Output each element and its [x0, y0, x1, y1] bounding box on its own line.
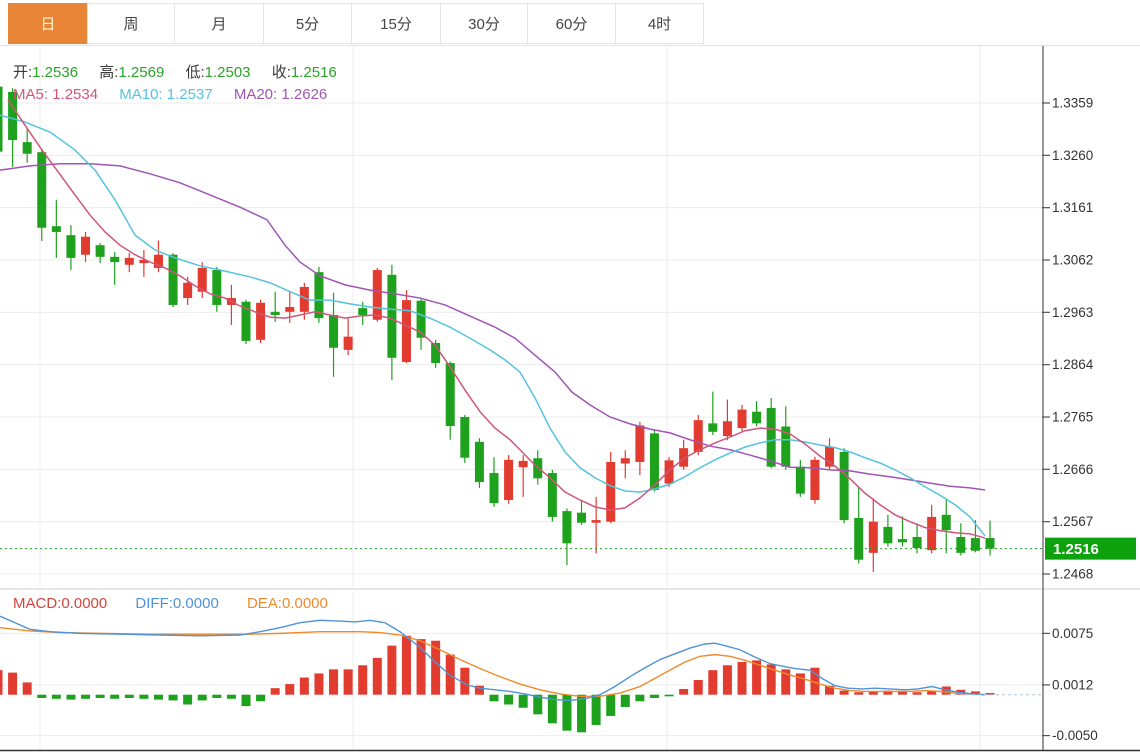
- axis-tick-label: 1.2567: [1052, 514, 1093, 529]
- diff-value-group: DIFF:0.0000: [135, 595, 219, 612]
- axis-tick-label: 1.3062: [1052, 253, 1093, 268]
- axis-tick-label: -0.0050: [1052, 728, 1098, 743]
- ma-legend: MA5: 1.2534 MA10: 1.2537 MA20: 1.2626: [13, 86, 344, 103]
- close-value: 1.2516: [290, 64, 337, 81]
- macd-value: 0.0000: [61, 595, 108, 612]
- axis-tick-label: 1.3260: [1052, 148, 1093, 163]
- open-group: 开:1.2536: [13, 64, 78, 81]
- current-price-badge-value: 1.2516: [1053, 541, 1099, 558]
- ma5-value: 1.2534: [52, 86, 99, 103]
- ma10-legend: MA10: 1.2537: [119, 86, 213, 103]
- axis-tick-label: 1.2765: [1052, 410, 1093, 425]
- macd-value-group: MACD:0.0000: [13, 595, 108, 612]
- low-value: 1.2503: [204, 64, 251, 81]
- high-value: 1.2569: [118, 64, 165, 81]
- tab-week[interactable]: 周: [87, 3, 175, 44]
- ma20-legend: MA20: 1.2626: [233, 86, 328, 103]
- high-label: 高:: [99, 64, 119, 81]
- ma5-line: [7, 99, 986, 539]
- close-label: 收:: [271, 64, 291, 81]
- timeframe-tabs: 日 周 月 5分 15分 30分 60分 4时: [0, 0, 1140, 46]
- axis-tick-label: 1.2864: [1052, 357, 1094, 372]
- axis-tick-label: 0.0012: [1052, 677, 1093, 692]
- axis-tick-label: 1.2666: [1052, 462, 1093, 477]
- ma20-line: [0, 163, 986, 491]
- diff-value: 0.0000: [172, 595, 219, 612]
- ma10-value: 1.2537: [166, 86, 213, 103]
- ma5-legend: MA5: 1.2534: [13, 86, 99, 103]
- open-value: 1.2536: [32, 64, 79, 81]
- dea-value-group: DEA:0.0000: [246, 595, 328, 612]
- ma10-line: [0, 114, 986, 537]
- tab-5min[interactable]: 5分: [263, 3, 352, 44]
- open-label: 开:: [13, 64, 33, 81]
- ma20-value: 1.2626: [281, 86, 328, 103]
- candlestick-series: [0, 86, 995, 572]
- axis-tick-label: 1.2963: [1052, 305, 1093, 320]
- high-group: 高:1.2569: [99, 64, 164, 81]
- tab-month[interactable]: 月: [174, 3, 264, 44]
- diff-line: [0, 615, 986, 702]
- current-price-badge: [1045, 537, 1136, 560]
- axis-tick-label: 0.0075: [1052, 626, 1093, 641]
- low-group: 低:1.2503: [185, 64, 250, 81]
- tab-60min[interactable]: 60分: [527, 3, 616, 44]
- tab-4hour[interactable]: 4时: [615, 3, 704, 44]
- macd-legend: MACD:0.0000 DIFF:0.0000 DEA:0.0000: [13, 595, 345, 612]
- tab-30min[interactable]: 30分: [440, 3, 528, 44]
- axis-tick-label: 1.3161: [1052, 200, 1093, 215]
- dea-value: 0.0000: [281, 595, 328, 612]
- axis-tick-label: 1.2468: [1052, 567, 1093, 582]
- close-group: 收:1.2516: [272, 64, 337, 81]
- tab-day[interactable]: 日: [8, 3, 88, 44]
- macd-histogram: [0, 635, 995, 733]
- tab-15min[interactable]: 15分: [351, 3, 441, 44]
- axis-tick-label: 1.3359: [1052, 96, 1093, 111]
- dea-line: [0, 626, 986, 698]
- ohlc-legend: 开:1.2536 高:1.2569 低:1.2503 收:1.2516: [13, 61, 354, 82]
- low-label: 低:: [185, 64, 205, 81]
